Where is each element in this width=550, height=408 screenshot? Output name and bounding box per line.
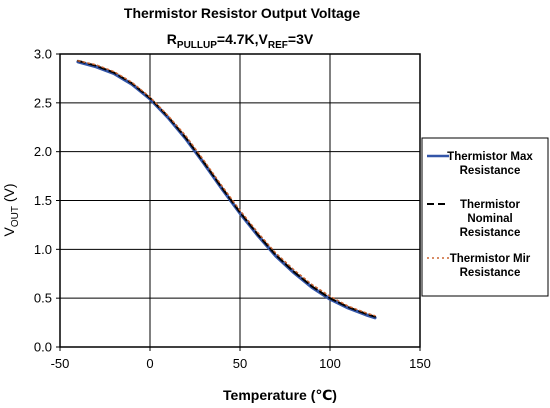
y-tick-label: 1.0 — [34, 242, 52, 257]
legend-entries: Thermistor Max Resistance Thermistor Nomina… — [427, 151, 533, 279]
legend-label-2: Nominal — [467, 213, 512, 225]
y-tick-label: 1.5 — [34, 193, 52, 208]
legend-label-3: Thermistor Mir — [450, 253, 531, 265]
series-line-3 — [77, 60, 376, 317]
series-line-2 — [77, 59, 376, 318]
legend-label-2: Thermistor — [460, 199, 521, 211]
legend-label-2: Resistance — [460, 227, 521, 239]
chart-subtitle: RPULLUP=4.7K,VREF=3V — [167, 31, 314, 51]
gridlines — [60, 54, 420, 347]
x-axis-ticks: -50 0 50 100 150 — [51, 347, 431, 371]
legend-label-1: Resistance — [460, 165, 521, 177]
x-tick-label: -50 — [51, 356, 70, 371]
y-tick-label: 3.0 — [34, 47, 52, 62]
y-tick-label: 0.5 — [34, 291, 52, 306]
x-tick-label: 50 — [233, 356, 247, 371]
y-tick-label: 2.0 — [34, 144, 52, 159]
legend-label-1: Thermistor Max — [447, 151, 533, 163]
y-tick-label: 2.5 — [34, 95, 52, 110]
chart-title: Thermistor Resistor Output Voltage — [124, 5, 360, 21]
x-tick-label: 150 — [409, 356, 431, 371]
x-tick-label: 100 — [319, 356, 341, 371]
legend — [421, 137, 549, 297]
x-tick-label: 0 — [146, 356, 153, 371]
x-axis-title: Temperature (℃) — [223, 387, 337, 403]
y-axis-ticks: 0.0 0.5 1.0 1.5 2.0 2.5 3.0 — [34, 47, 60, 355]
y-tick-label: 0.0 — [34, 340, 52, 355]
series-lines — [76, 59, 377, 320]
legend-label-3: Resistance — [460, 267, 521, 279]
y-axis-title: VOUT (V) — [1, 183, 21, 236]
